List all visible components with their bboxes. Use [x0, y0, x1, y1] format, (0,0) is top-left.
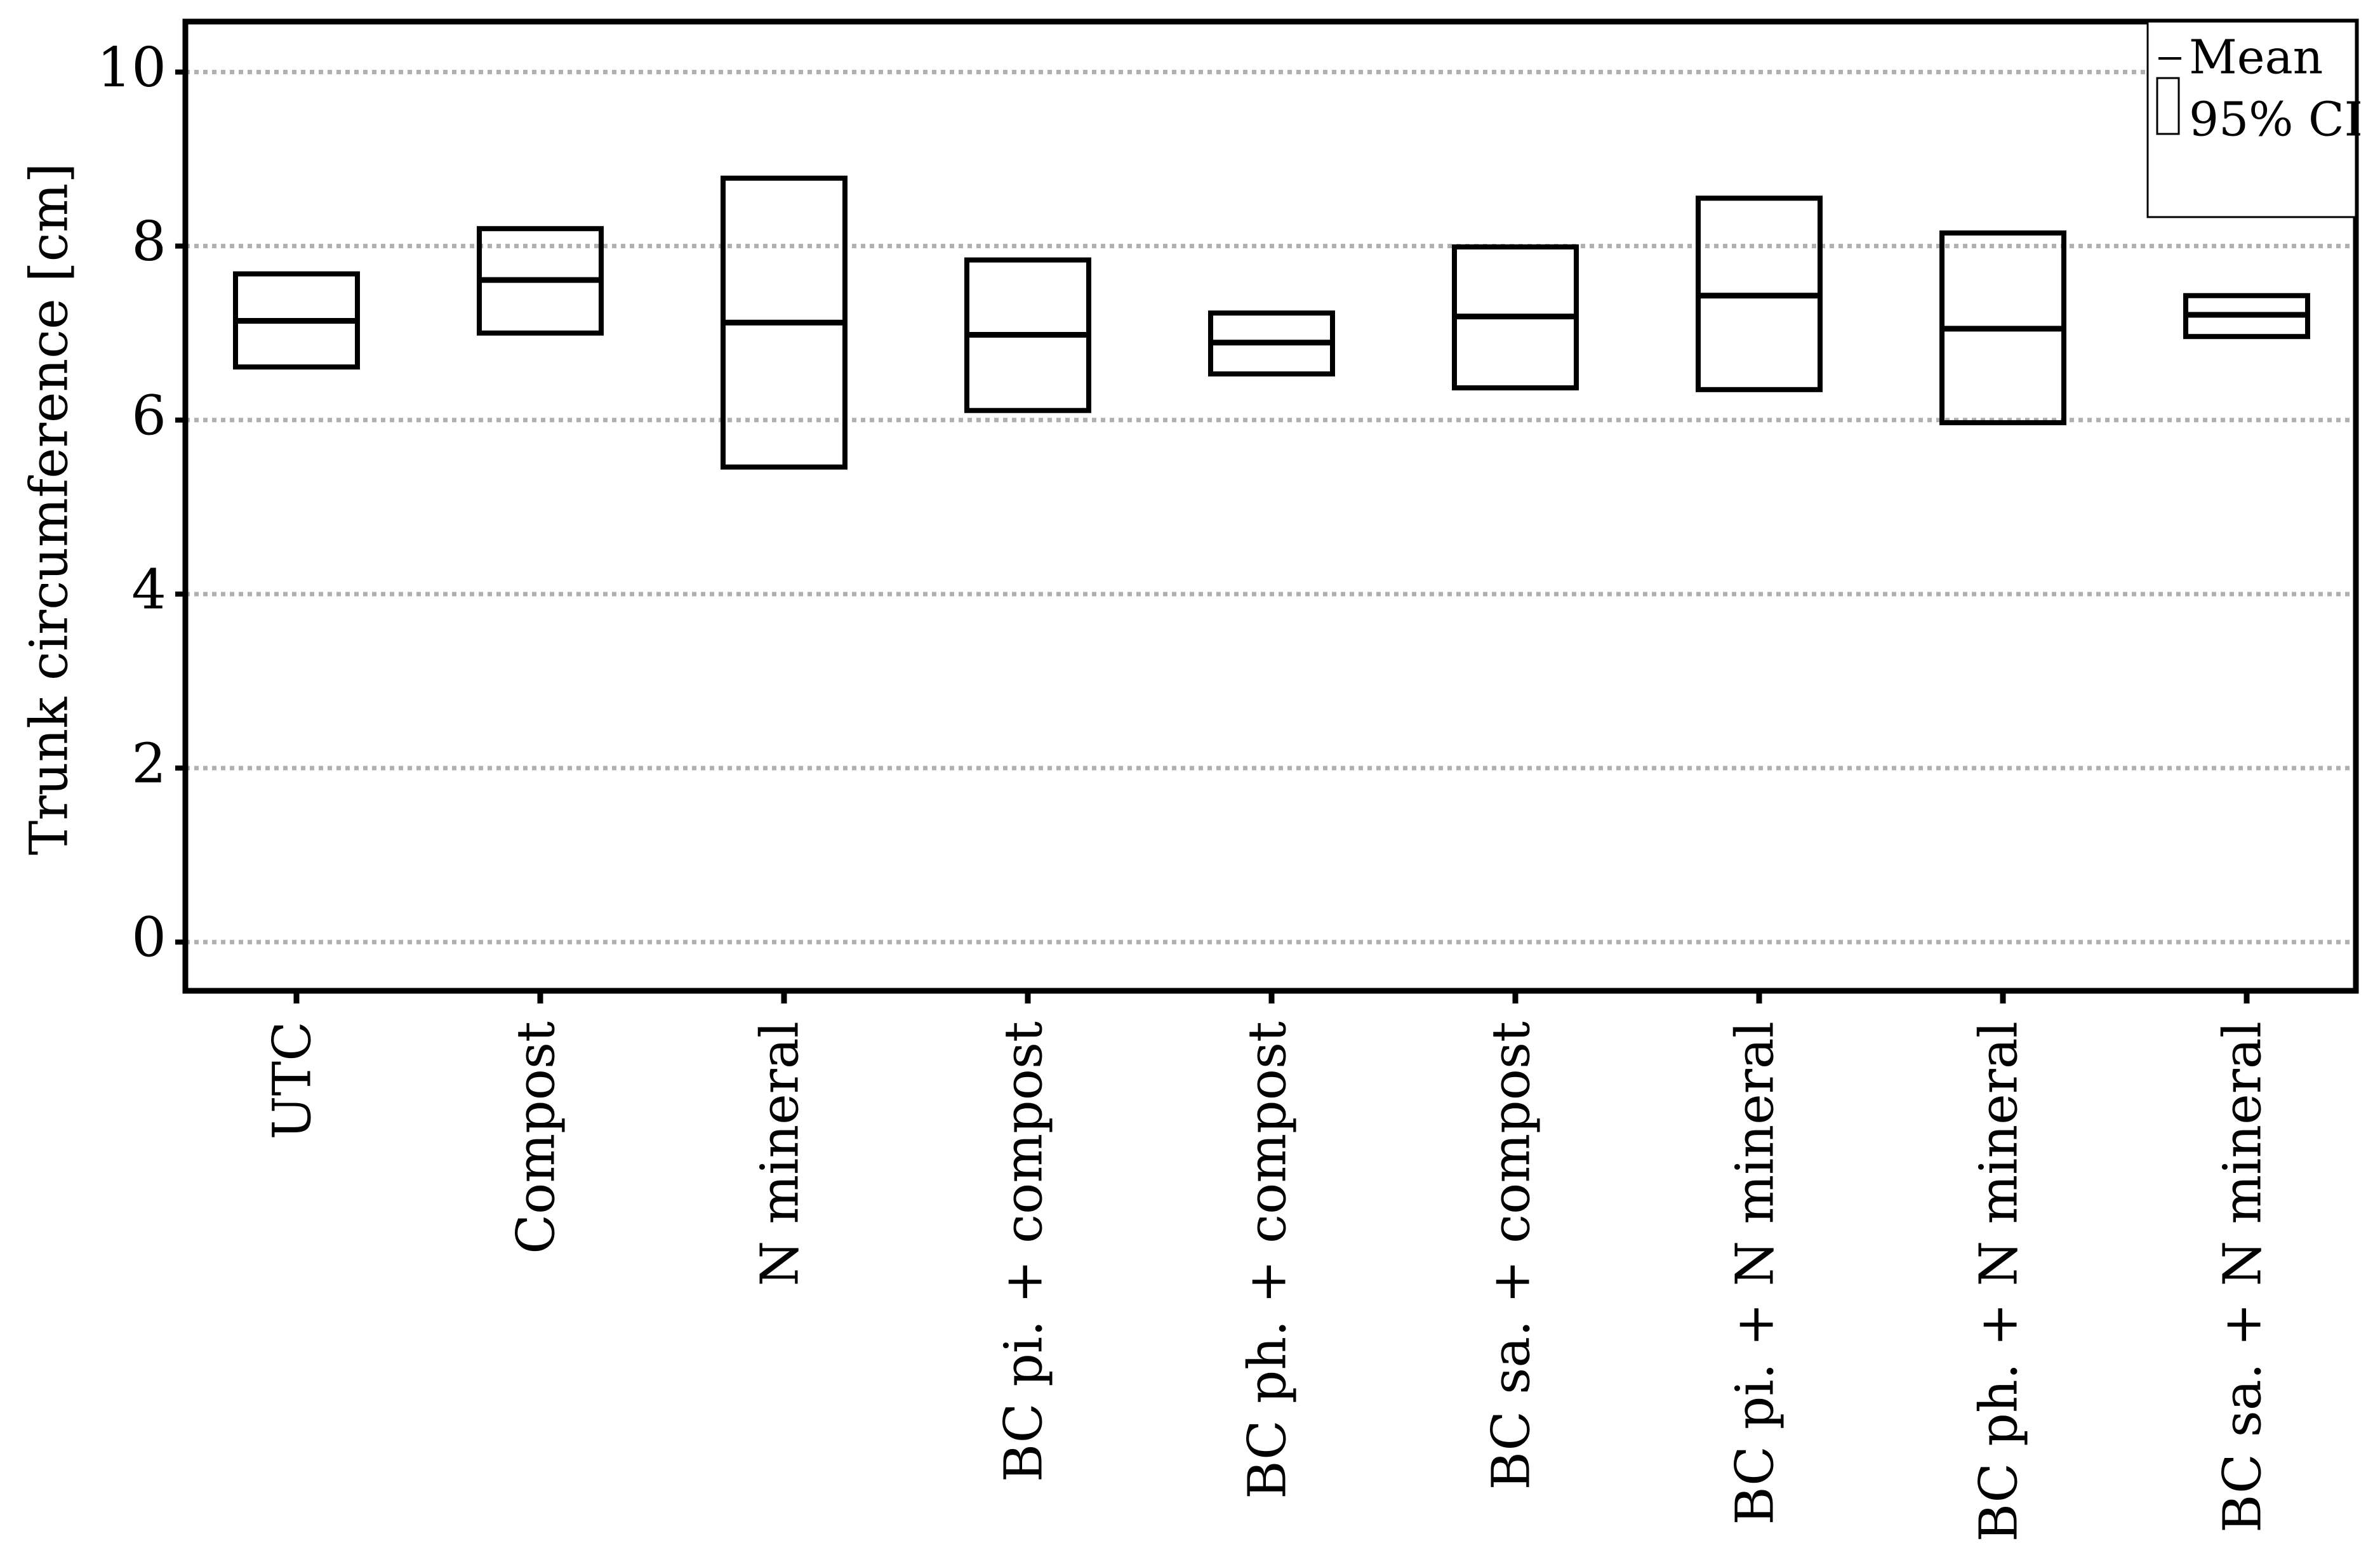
y-tick-label: 4 — [131, 558, 166, 621]
plot-frame — [182, 18, 2359, 994]
x-tick-label: BC pi. + compost — [994, 1021, 1054, 1482]
x-tick-label: N mineral — [750, 1021, 811, 1286]
legend-label: Mean — [2189, 30, 2323, 84]
y-tick-label: 0 — [131, 906, 166, 970]
x-tick-label: Compost — [507, 1021, 567, 1254]
x-tick-label: BC ph. + compost — [1238, 1021, 1298, 1499]
y-tick-label: 10 — [97, 36, 166, 100]
x-tick-label: UTC — [263, 1021, 323, 1140]
x-tick-label: BC sa. + compost — [1482, 1021, 1542, 1490]
x-tick-label: BC pi. + N mineral — [1725, 1021, 1786, 1525]
legend-box — [2146, 20, 2357, 218]
y-tick-label: 6 — [131, 384, 166, 447]
x-tick-label: BC sa. + N mineral — [2213, 1021, 2273, 1533]
y-axis-title: Trunk circumference [cm] — [20, 163, 80, 856]
x-tick-label: BC ph. + N mineral — [1969, 1021, 2030, 1542]
legend-label: 95% CI — [2189, 92, 2363, 147]
legend-ci-symbol — [2156, 77, 2180, 135]
y-tick-label: 8 — [131, 210, 166, 274]
y-tick-label: 2 — [131, 732, 166, 796]
